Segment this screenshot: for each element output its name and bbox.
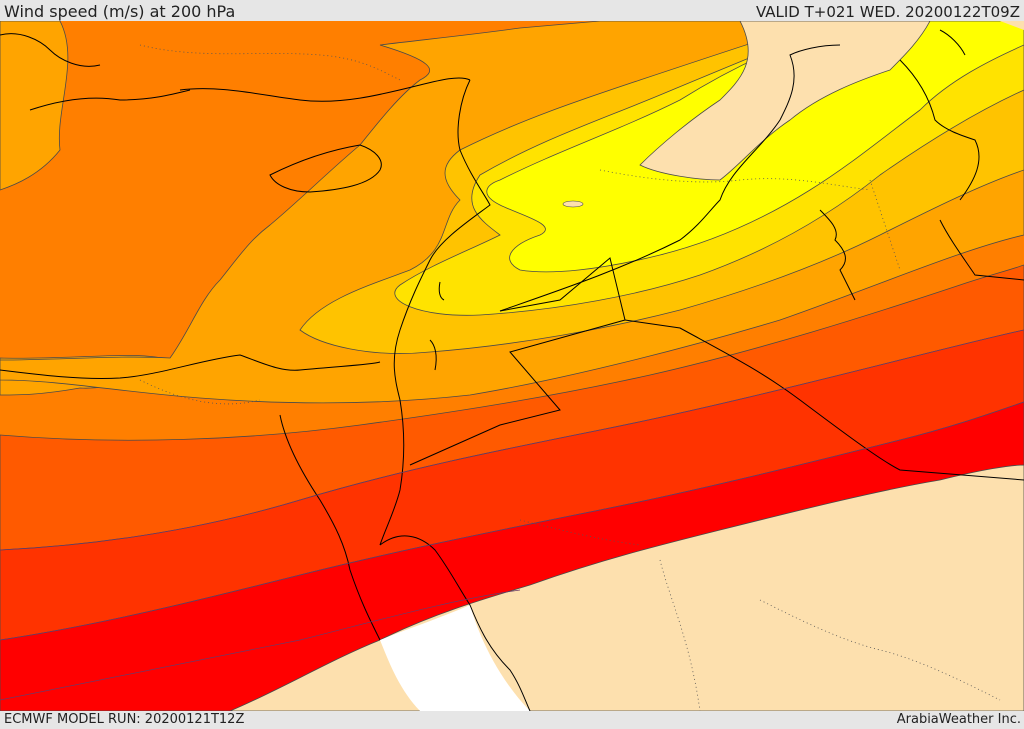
- valid-time-label: VALID T+021 WED. 20200122T09Z: [755, 3, 1020, 21]
- wind-band-west: [0, 21, 69, 191]
- calm-area-top-right: [1000, 21, 1024, 30]
- calm-area-northeast: [639, 21, 931, 181]
- header-bar: Wind speed (m/s) at 200 hPa VALID T+021 …: [0, 0, 1024, 21]
- dotted-contours: [139, 44, 1001, 711]
- footer-bar: ECMWF MODEL RUN: 20200121T12Z ArabiaWeat…: [0, 711, 1024, 729]
- coastlines-and-borders: [0, 29, 1024, 711]
- isotach-lines: [0, 329, 1024, 701]
- wind-speed-map: [0, 21, 1024, 711]
- model-run-label: ECMWF MODEL RUN: 20200121T12Z: [4, 712, 245, 727]
- calm-spot: [562, 200, 584, 208]
- credit-label: ArabiaWeather Inc.: [896, 712, 1021, 727]
- no-data-area: [380, 605, 530, 711]
- map-title: Wind speed (m/s) at 200 hPa: [4, 2, 236, 21]
